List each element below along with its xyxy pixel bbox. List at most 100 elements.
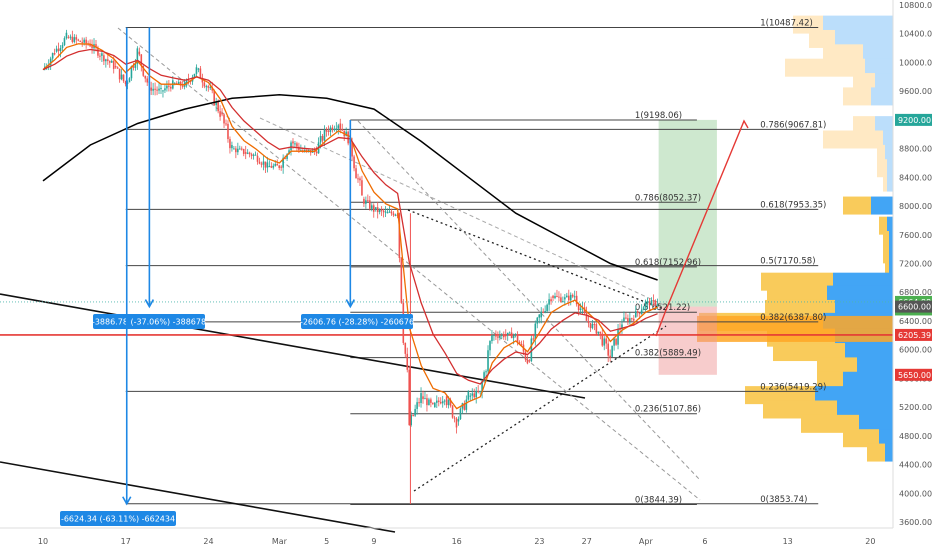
x-tick-label: 10	[38, 537, 48, 546]
y-tick-label: 4000.00	[899, 489, 932, 498]
candle-body	[197, 68, 200, 70]
fib-level-label: 0.786(9067.81)	[760, 120, 826, 130]
candle-body	[49, 58, 52, 65]
candle-body	[103, 55, 105, 62]
candle-body	[108, 61, 111, 63]
candle-body	[432, 402, 434, 404]
candle-body	[510, 332, 513, 339]
candle-body	[274, 163, 277, 166]
candle-body	[648, 301, 651, 306]
y-tick-label: 4400.00	[899, 461, 932, 470]
volume-bar-buy	[827, 285, 893, 304]
candle-body	[412, 414, 414, 416]
candle-body	[410, 414, 412, 426]
long-position-box[interactable]	[658, 119, 717, 375]
candle-body	[439, 401, 442, 404]
candle-body	[526, 359, 529, 364]
candle-body	[170, 86, 172, 89]
candle-body	[63, 38, 66, 46]
candle-body	[650, 300, 653, 306]
candle-body	[231, 145, 233, 149]
candle-body	[140, 54, 143, 66]
candle-body	[601, 333, 604, 346]
candle-body	[603, 338, 606, 346]
candle-body	[227, 123, 229, 140]
candle-body	[85, 39, 87, 44]
x-axis[interactable]: 10 17 24 Mar 5 9 16 23 27 Apr 6 13 20	[0, 527, 893, 546]
candle-body	[233, 148, 235, 150]
candle-body	[418, 402, 420, 404]
candle-body	[266, 162, 269, 168]
volume-bar-buy	[863, 44, 893, 63]
candle-body	[567, 295, 570, 301]
candle-body	[595, 324, 598, 334]
candle-body	[81, 41, 83, 43]
fib-level-label: 0.382(6387.80)	[760, 313, 826, 323]
candle-body	[382, 210, 385, 213]
candle-body	[579, 308, 582, 310]
candle-body	[455, 418, 458, 428]
y-tick-label: 8000.00	[899, 202, 932, 211]
candle-body	[577, 304, 580, 310]
fib-retracement-levels[interactable]: 1(10487.42) 1(9198.06) 0.786(9067.81) 0.786…	[125, 18, 827, 505]
volume-bar-buy	[815, 386, 893, 405]
candle-body	[416, 402, 418, 409]
candle-body	[166, 85, 168, 89]
measure-label-box	[301, 314, 413, 329]
x-tick-label: 13	[783, 537, 793, 546]
candle-body	[400, 257, 403, 303]
candle-body	[89, 44, 91, 47]
x-tick-label: 23	[534, 537, 544, 546]
candle-body	[341, 129, 344, 131]
candle-body	[254, 154, 257, 156]
candle-body	[615, 338, 617, 345]
candle-body	[187, 79, 190, 81]
candle-body	[546, 304, 548, 312]
volume-bar-buy	[871, 196, 893, 215]
candle-body	[479, 391, 481, 393]
candle-body	[177, 81, 180, 85]
volume-bar-buy	[859, 414, 893, 433]
candle-body	[644, 301, 647, 308]
candle-body	[623, 317, 625, 321]
candle-body	[329, 127, 332, 132]
candle-body	[631, 318, 633, 320]
volume-bar-buy	[875, 116, 893, 135]
candle-body	[337, 125, 340, 129]
candle-body	[114, 66, 117, 68]
candle-body	[331, 127, 334, 131]
trend-lines[interactable]	[0, 27, 893, 533]
candle-body	[221, 112, 223, 115]
candle-body	[65, 32, 68, 39]
candle-body	[556, 295, 558, 297]
candle-body	[244, 152, 247, 154]
candle-body	[296, 143, 298, 147]
measure-label-box	[93, 314, 205, 329]
y-tick-label: 5200.00	[899, 403, 932, 412]
candle-body	[633, 318, 635, 321]
candle-body	[168, 85, 170, 87]
candle-body	[319, 135, 322, 143]
candle-body	[365, 200, 367, 204]
candle-body	[154, 88, 156, 90]
candle-body	[361, 180, 363, 196]
candle-body	[246, 152, 249, 154]
measure-tools[interactable]: -3886.78 (-37.06%) -388678 -2606.76 (-28.…	[60, 27, 414, 526]
candle-body	[363, 198, 365, 204]
volume-bar-sell	[885, 256, 889, 275]
candles	[43, 29, 659, 505]
candle-body	[315, 151, 318, 154]
position-target-zone	[658, 119, 717, 307]
volume-bar-buy	[865, 58, 893, 77]
y-tick-label: 10000.00	[899, 58, 932, 67]
y-axis[interactable]: 3600.004000.004400.004800.005200.005600.…	[892, 0, 932, 528]
x-tick-label: 9	[371, 537, 376, 546]
price-tag	[895, 300, 932, 313]
candle-body	[120, 74, 123, 80]
candle-body	[408, 369, 411, 425]
candle-body	[112, 60, 115, 69]
candle-body	[260, 163, 263, 165]
candle-body	[514, 333, 517, 336]
candle-body	[321, 135, 324, 141]
